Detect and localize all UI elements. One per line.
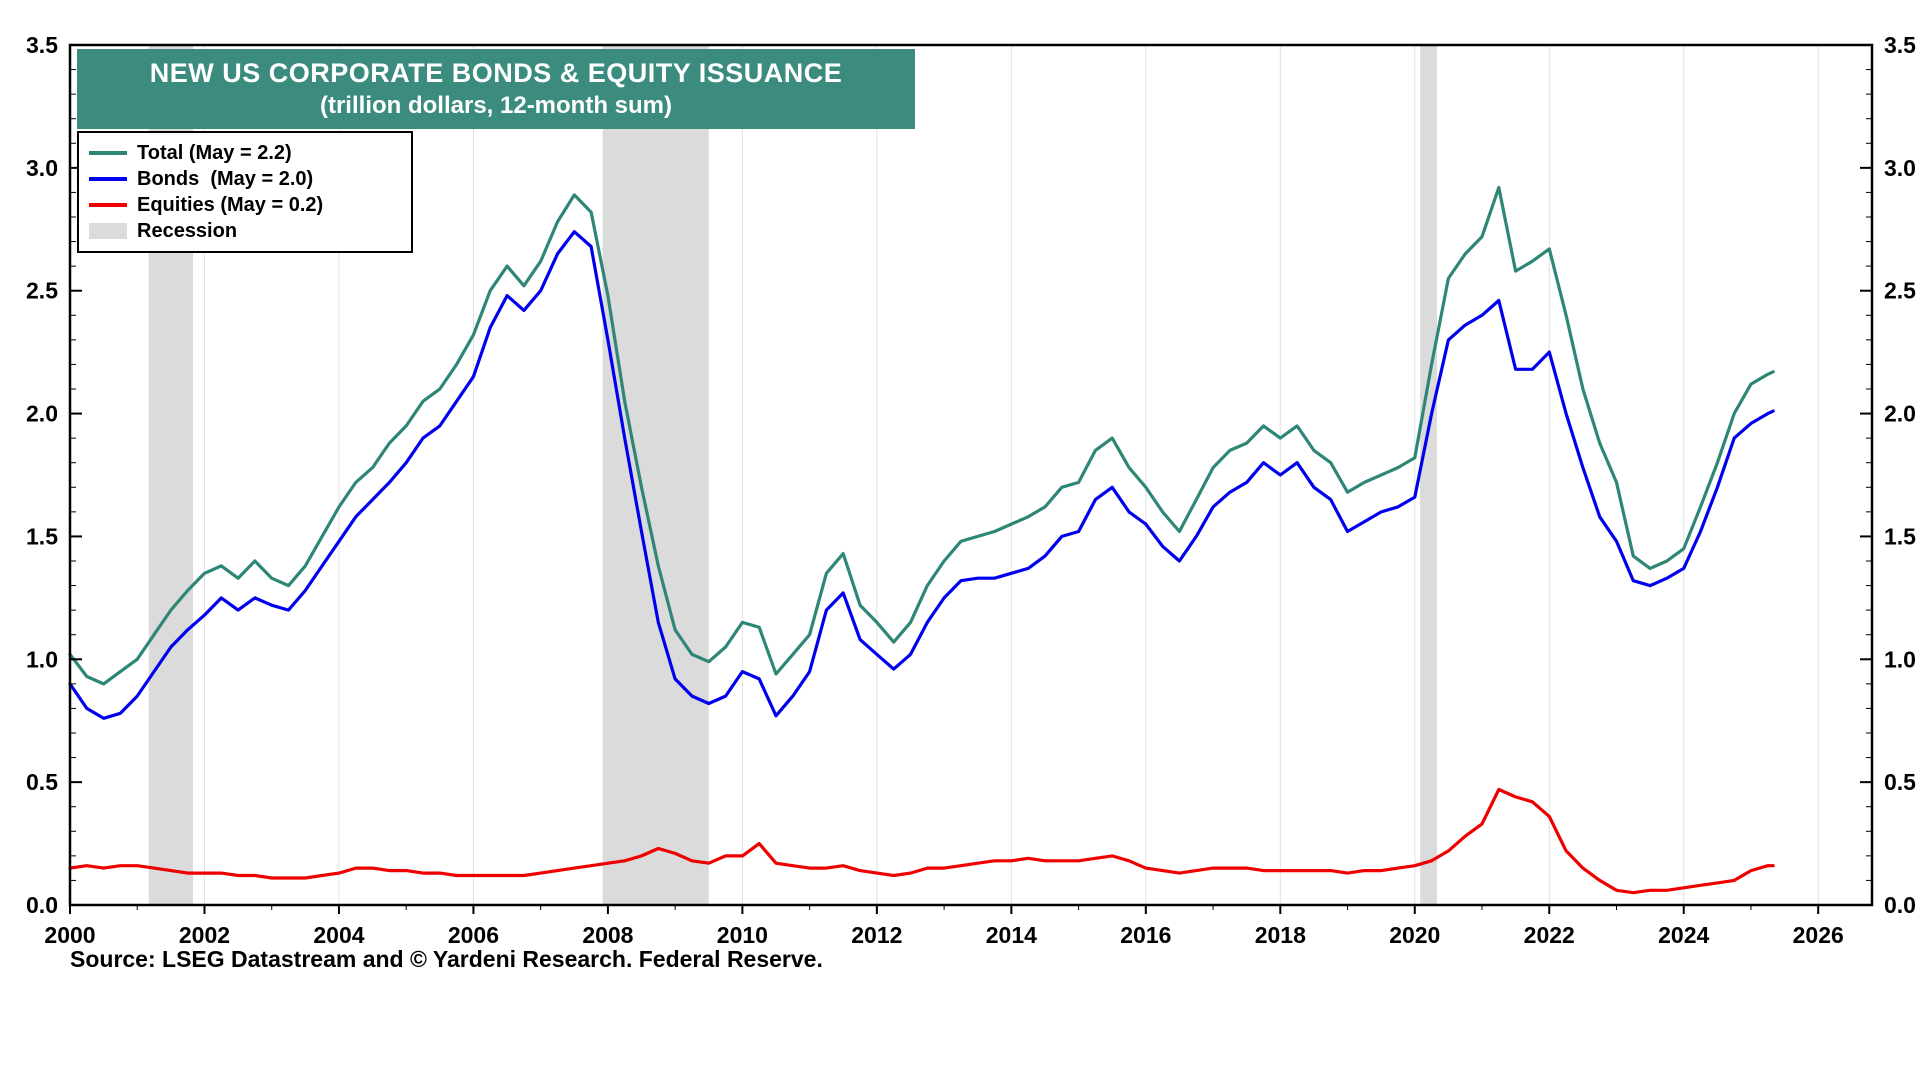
x-axis-label: 2016 [1120,922,1171,948]
x-axis-label: 2024 [1658,922,1709,948]
recession-band-2 [1420,45,1437,905]
x-axis-label: 2000 [44,922,95,948]
y-axis-label-right: 0.0 [1884,892,1916,918]
y-axis-label-right: 3.0 [1884,155,1916,181]
y-axis-label-left: 3.5 [26,32,58,58]
y-axis-label-left: 0.5 [26,769,58,795]
x-axis-label: 2020 [1389,922,1440,948]
series-equities-line [68,787,1775,895]
series-bonds-line [68,230,1775,720]
source-attribution: Source: LSEG Datastream and © Yardeni Re… [70,946,823,972]
y-axis-label-right: 3.5 [1884,32,1916,58]
y-axis-label-right: 2.5 [1884,278,1916,304]
chart-title-box: NEW US CORPORATE BONDS & EQUITY ISSUANCE… [77,49,915,129]
legend-label: Bonds (May = 2.0) [137,167,314,190]
x-axis-label: 2002 [179,922,230,948]
x-axis-label: 2012 [851,922,902,948]
y-axis-label-left: 1.0 [26,646,58,672]
x-axis-label: 2018 [1255,922,1306,948]
legend-label: Recession [137,219,238,242]
x-axis-label: 2008 [582,922,633,948]
y-axis-label-left: 2.5 [26,278,58,304]
y-axis-label-right: 1.0 [1884,646,1916,672]
line-swatch-1 [89,177,127,181]
legend-item-bonds: Bonds (May = 2.0) [89,166,401,192]
legend: Total (May = 2.2) Bonds (May = 2.0) Equiti… [77,131,413,253]
legend-label: Total (May = 2.2) [137,141,292,164]
x-axis-label: 2014 [986,922,1037,948]
line-swatch-2 [89,203,127,207]
recession-swatch-3 [89,223,127,239]
legend-item-total: Total (May = 2.2) [89,140,401,166]
y-axis-label-left: 1.5 [26,523,58,549]
y-axis-label-left: 0.0 [26,892,58,918]
legend-item-equities: Equities (May = 0.2) [89,192,401,218]
x-axis-label: 2026 [1793,922,1844,948]
recession-band-1 [602,45,709,905]
x-axis-label: 2010 [717,922,768,948]
plot-border [68,43,1874,907]
legend-item-recession: Recession [89,218,401,244]
x-axis-label: 2004 [313,922,364,948]
y-axis-label-left: 2.0 [26,401,58,427]
series-total-line [68,185,1775,686]
x-axis-label: 2022 [1524,922,1575,948]
y-axis-label-right: 2.0 [1884,401,1916,427]
x-axis-label: 2006 [448,922,499,948]
chart-title: NEW US CORPORATE BONDS & EQUITY ISSUANCE [149,58,843,89]
y-axis-label-left: 3.0 [26,155,58,181]
chart-subtitle: (trillion dollars, 12-month sum) [319,91,673,119]
y-axis-label-right: 1.5 [1884,523,1916,549]
legend-label: Equities (May = 0.2) [137,193,324,216]
line-swatch-0 [89,151,127,155]
y-axis-label-right: 0.5 [1884,769,1916,795]
